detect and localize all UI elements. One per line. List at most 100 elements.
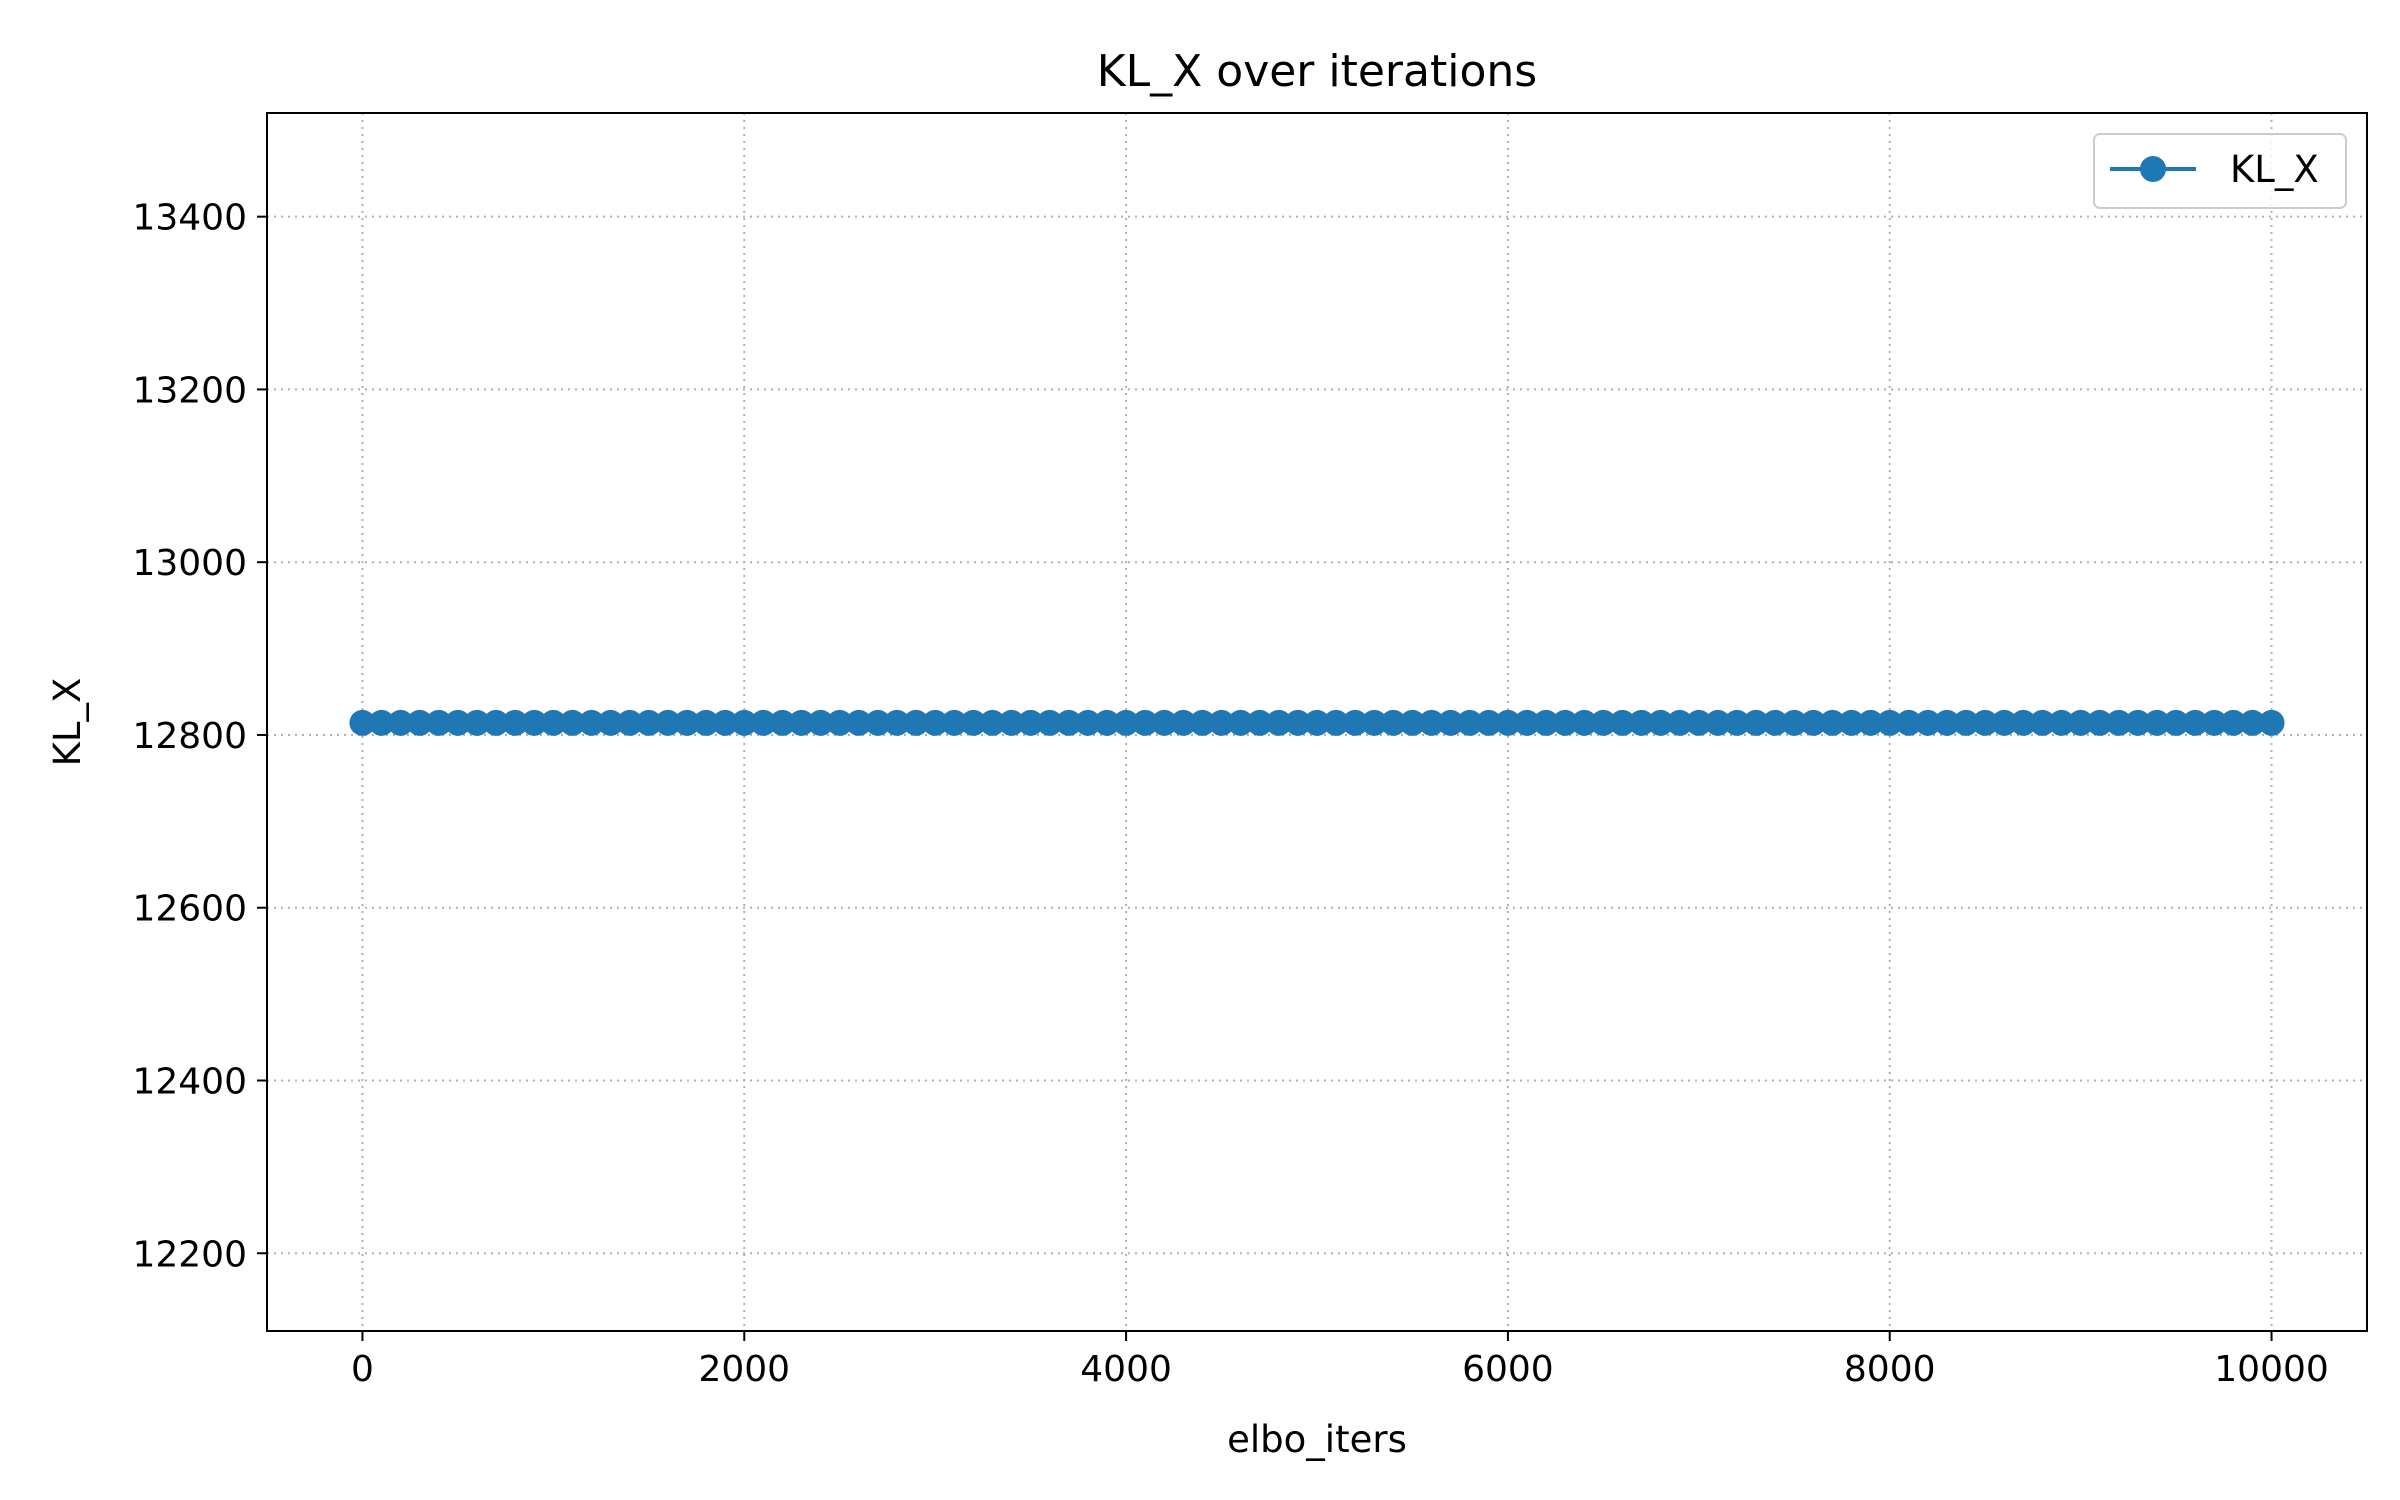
data-point[interactable] [540,709,567,736]
data-point[interactable] [1342,709,1369,736]
data-point[interactable] [1800,709,1827,736]
data-point[interactable] [1380,709,1407,736]
data-point[interactable] [1456,709,1483,736]
data-point[interactable] [1972,709,1999,736]
data-point[interactable] [769,709,796,736]
data-point[interactable] [884,709,910,736]
data-point[interactable] [750,709,777,736]
data-point[interactable] [1724,709,1750,736]
data-point[interactable] [2163,709,2190,736]
data-point[interactable] [1781,709,1808,736]
data-point[interactable] [1819,709,1846,736]
data-point[interactable] [1609,709,1636,736]
data-point[interactable] [1762,709,1789,736]
data-point[interactable] [1628,709,1655,736]
data-point[interactable] [559,709,586,736]
data-point[interactable] [502,709,529,736]
data-point[interactable] [2105,709,2132,736]
data-point[interactable] [807,709,834,736]
data-point[interactable] [1304,709,1330,736]
data-point[interactable] [1265,709,1292,736]
data-point[interactable] [1571,709,1598,736]
data-point[interactable] [1666,709,1693,736]
data-point[interactable] [1208,709,1235,736]
data-point[interactable] [1399,709,1426,736]
data-point[interactable] [1418,709,1445,736]
data-point[interactable] [1494,709,1521,736]
data-point[interactable] [693,709,720,736]
data-point[interactable] [1475,709,1502,736]
data-point[interactable] [1151,709,1178,736]
data-point[interactable] [2010,709,2037,736]
data-point[interactable] [1323,709,1350,736]
data-point[interactable] [1036,709,1063,736]
data-point[interactable] [712,709,739,736]
data-point[interactable] [1552,709,1579,736]
data-point[interactable] [979,709,1006,736]
data-point[interactable] [1170,709,1197,736]
legend[interactable]: KL_X [2093,133,2347,209]
data-point[interactable] [1246,709,1273,736]
data-point[interactable] [1895,709,1922,736]
data-point[interactable] [1934,709,1960,736]
data-point[interactable] [2067,709,2094,736]
data-point[interactable] [674,709,700,736]
data-point[interactable] [2086,709,2113,736]
data-point[interactable] [483,709,510,736]
data-point[interactable] [1857,709,1884,736]
data-point[interactable] [2144,709,2170,736]
data-point[interactable] [1055,709,1082,736]
data-point[interactable] [1094,709,1120,736]
data-point[interactable] [597,709,624,736]
data-point[interactable] [349,709,376,736]
data-point[interactable] [2124,709,2151,736]
data-point[interactable] [1017,709,1044,736]
data-point[interactable] [1953,709,1980,736]
data-point[interactable] [1132,709,1159,736]
data-point[interactable] [922,709,949,736]
data-point[interactable] [1647,709,1674,736]
data-point[interactable] [2220,709,2247,736]
data-point[interactable] [1189,709,1216,736]
data-point[interactable] [521,709,548,736]
data-point[interactable] [788,709,815,736]
data-point[interactable] [1876,709,1903,736]
data-point[interactable] [1685,709,1712,736]
data-point[interactable] [1991,709,2018,736]
data-point[interactable] [2182,709,2209,736]
data-point[interactable] [368,709,395,736]
data-point[interactable] [903,709,930,736]
data-point[interactable] [826,709,853,736]
data-point[interactable] [2029,709,2056,736]
data-point[interactable] [998,709,1025,736]
data-point[interactable] [2258,709,2285,736]
data-point[interactable] [1514,709,1540,736]
data-point[interactable] [1113,709,1140,736]
data-point[interactable] [1590,709,1617,736]
data-point[interactable] [1743,709,1770,736]
data-point[interactable] [1704,709,1731,736]
data-point[interactable] [654,709,681,736]
data-point[interactable] [845,709,872,736]
data-point[interactable] [2048,709,2075,736]
data-point[interactable] [1838,709,1865,736]
data-point[interactable] [2239,709,2266,736]
data-point[interactable] [1914,709,1941,736]
data-point[interactable] [1284,709,1311,736]
data-point[interactable] [406,709,433,736]
data-point[interactable] [960,709,987,736]
data-point[interactable] [578,709,605,736]
data-point[interactable] [1437,709,1464,736]
data-point[interactable] [864,709,891,736]
data-point[interactable] [1361,709,1388,736]
data-point[interactable] [425,709,452,736]
data-point[interactable] [616,709,643,736]
data-point[interactable] [387,709,414,736]
data-point[interactable] [635,709,662,736]
data-point[interactable] [1227,709,1254,736]
data-point[interactable] [731,709,758,736]
data-point[interactable] [2201,709,2228,736]
data-point[interactable] [1533,709,1560,736]
data-point[interactable] [444,709,471,736]
data-point[interactable] [464,709,490,736]
